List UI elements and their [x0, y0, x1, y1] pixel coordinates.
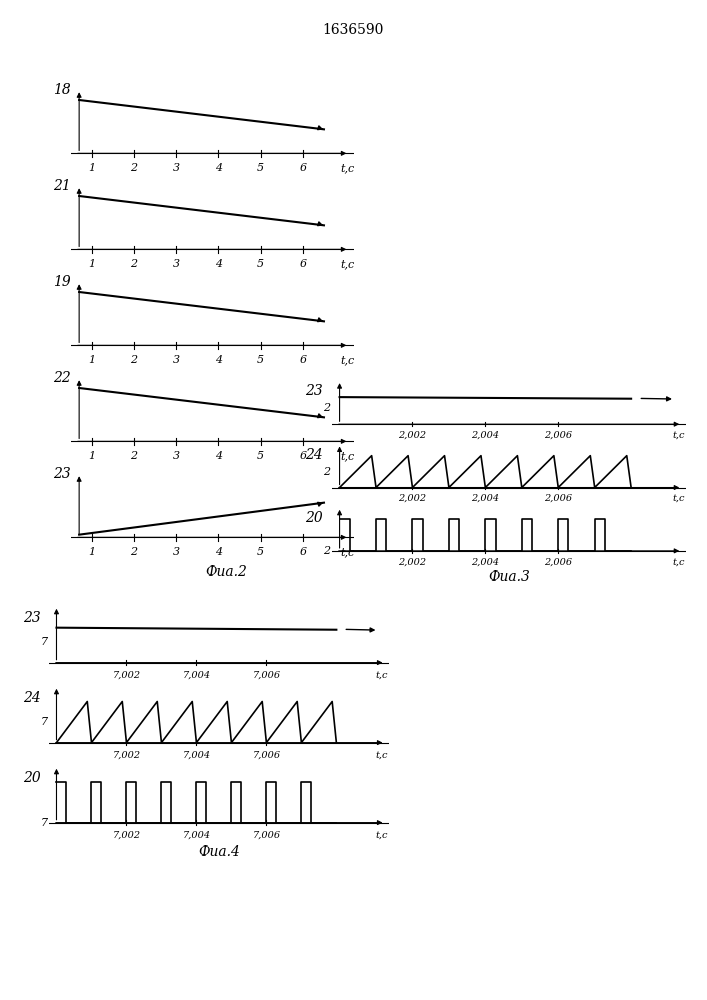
- Text: 7,002: 7,002: [112, 751, 141, 760]
- Text: 3: 3: [173, 355, 180, 365]
- Text: 2: 2: [131, 163, 138, 173]
- Text: 5: 5: [257, 547, 264, 557]
- Text: 3: 3: [173, 163, 180, 173]
- Text: 2,002: 2,002: [399, 557, 426, 566]
- Text: 1: 1: [88, 355, 95, 365]
- Text: 19: 19: [54, 275, 71, 289]
- Text: 2,004: 2,004: [472, 557, 499, 566]
- Text: 23: 23: [23, 611, 41, 625]
- Text: 18: 18: [54, 83, 71, 97]
- Text: 2,002: 2,002: [399, 494, 426, 503]
- Text: t,c: t,c: [672, 494, 685, 503]
- Text: t,c: t,c: [672, 431, 685, 440]
- Text: 7,006: 7,006: [252, 831, 281, 840]
- Text: 2: 2: [131, 355, 138, 365]
- Text: 7,004: 7,004: [182, 751, 211, 760]
- Text: 7,006: 7,006: [252, 671, 281, 680]
- Text: t,c: t,c: [375, 831, 388, 840]
- Text: 24: 24: [23, 691, 41, 705]
- Text: 6: 6: [299, 547, 306, 557]
- Text: 4: 4: [215, 355, 222, 365]
- Text: t,c: t,c: [340, 451, 354, 461]
- Text: Фиа.3: Фиа.3: [488, 570, 530, 584]
- Text: t,c: t,c: [340, 355, 354, 365]
- Text: 2,002: 2,002: [399, 431, 426, 440]
- Text: 2: 2: [323, 546, 330, 556]
- Text: 2,006: 2,006: [544, 494, 572, 503]
- Text: 6: 6: [299, 163, 306, 173]
- Text: 7,002: 7,002: [112, 671, 141, 680]
- Text: 1: 1: [88, 259, 95, 269]
- Text: 2: 2: [323, 403, 330, 413]
- Text: 7: 7: [40, 637, 48, 647]
- Text: 7: 7: [40, 717, 48, 727]
- Text: 7,004: 7,004: [182, 831, 211, 840]
- Text: 5: 5: [257, 451, 264, 461]
- Text: 21: 21: [54, 179, 71, 193]
- Text: 3: 3: [173, 259, 180, 269]
- Text: 1636590: 1636590: [323, 23, 384, 37]
- Text: 6: 6: [299, 259, 306, 269]
- Text: 7: 7: [40, 818, 48, 828]
- Text: 2,006: 2,006: [544, 431, 572, 440]
- Text: Фиа.2: Фиа.2: [205, 565, 247, 579]
- Text: 5: 5: [257, 163, 264, 173]
- Text: 2: 2: [131, 547, 138, 557]
- Text: 2: 2: [131, 259, 138, 269]
- Text: 2,006: 2,006: [544, 557, 572, 566]
- Text: 6: 6: [299, 355, 306, 365]
- Text: 7,004: 7,004: [182, 671, 211, 680]
- Text: 23: 23: [54, 467, 71, 481]
- Text: 5: 5: [257, 355, 264, 365]
- Text: 1: 1: [88, 163, 95, 173]
- Text: 2,004: 2,004: [472, 431, 499, 440]
- Text: 2: 2: [131, 451, 138, 461]
- Text: 1: 1: [88, 451, 95, 461]
- Text: 4: 4: [215, 259, 222, 269]
- Text: 4: 4: [215, 163, 222, 173]
- Text: 5: 5: [257, 259, 264, 269]
- Text: 20: 20: [23, 771, 41, 785]
- Text: 6: 6: [299, 451, 306, 461]
- Text: t,c: t,c: [340, 547, 354, 557]
- Text: t,c: t,c: [375, 751, 388, 760]
- Text: t,c: t,c: [340, 259, 354, 269]
- Text: 24: 24: [305, 448, 323, 462]
- Text: 4: 4: [215, 547, 222, 557]
- Text: 20: 20: [305, 511, 323, 525]
- Text: t,c: t,c: [672, 557, 685, 566]
- Text: 23: 23: [305, 384, 323, 398]
- Text: 7,006: 7,006: [252, 751, 281, 760]
- Text: 3: 3: [173, 547, 180, 557]
- Text: 3: 3: [173, 451, 180, 461]
- Text: 22: 22: [54, 371, 71, 385]
- Text: 2,004: 2,004: [472, 494, 499, 503]
- Text: 4: 4: [215, 451, 222, 461]
- Text: 7,002: 7,002: [112, 831, 141, 840]
- Text: 1: 1: [88, 547, 95, 557]
- Text: Фиа.4: Фиа.4: [198, 845, 240, 859]
- Text: t,c: t,c: [375, 671, 388, 680]
- Text: 2: 2: [323, 467, 330, 477]
- Text: t,c: t,c: [340, 163, 354, 173]
